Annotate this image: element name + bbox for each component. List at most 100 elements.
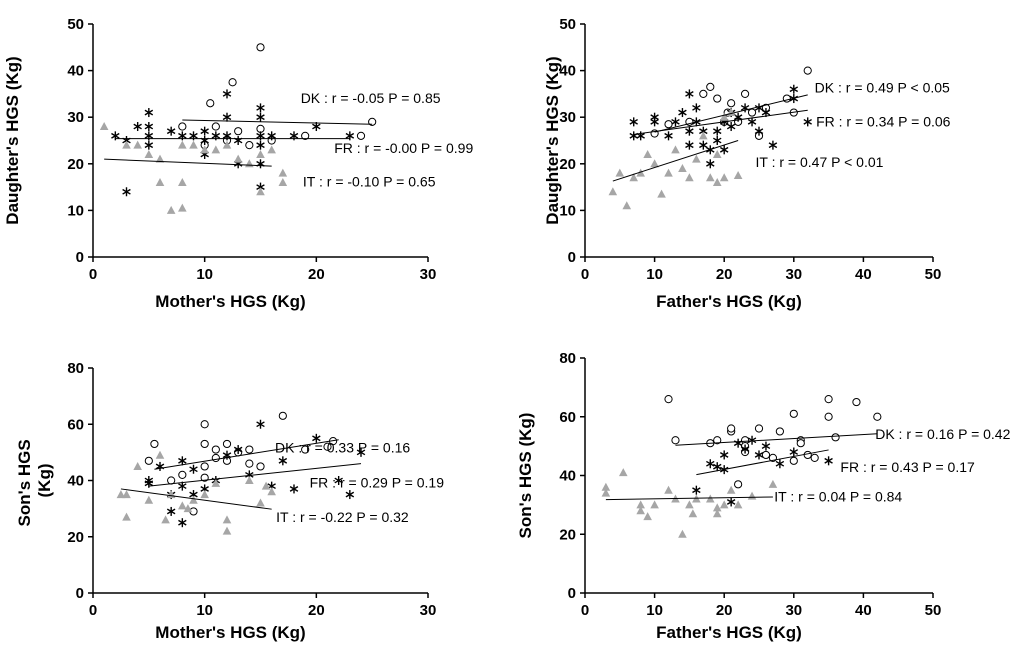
data-point-triangle — [116, 490, 126, 499]
fit-line-fr — [148, 463, 362, 487]
x-tick-label: 10 — [196, 266, 213, 283]
data-point-circle — [713, 436, 722, 445]
correlation-annotation: FR : r = 0.43 P = 0.17 — [840, 459, 975, 475]
data-point-asterisk — [719, 450, 729, 460]
data-point-triangle — [144, 149, 154, 158]
panel-daughter-vs-father: 0 10 20 30 40 50 0 10 20 30 40 50 Father's HGS (Kg) D… — [543, 16, 951, 311]
data-point-asterisk — [685, 140, 694, 150]
data-point-circle — [178, 122, 187, 131]
data-point-asterisk — [256, 419, 265, 429]
data-point-triangle — [267, 487, 276, 496]
data-point-triangle — [636, 506, 645, 515]
y-tick-label: 50 — [559, 16, 576, 33]
data-point-triangle — [155, 450, 165, 459]
data-point-asterisk — [144, 108, 154, 118]
data-point-triangle — [685, 173, 694, 182]
data-point-asterisk — [685, 126, 694, 136]
data-point-asterisk — [233, 136, 243, 145]
data-point-triangle — [747, 491, 757, 500]
data-point-triangle — [618, 468, 628, 477]
data-point-triangle — [178, 177, 187, 186]
data-point-triangle — [719, 112, 729, 121]
y-tick-label: 40 — [67, 473, 84, 490]
data-point-asterisk — [754, 126, 764, 136]
data-point-triangle — [622, 201, 632, 210]
data-point-circle — [831, 433, 840, 442]
y-tick-label: 10 — [559, 202, 576, 219]
data-point-circle — [824, 412, 833, 421]
data-point-asterisk — [789, 447, 799, 457]
data-point-triangle — [629, 173, 639, 182]
data-point-triangle — [278, 168, 288, 177]
series-fr — [111, 89, 355, 197]
data-point-asterisk — [133, 122, 142, 132]
data-point-circle — [323, 442, 332, 451]
data-point-triangle — [222, 526, 232, 535]
data-point-triangle — [733, 500, 743, 509]
data-point-asterisk — [824, 456, 833, 466]
y-tick-label: 10 — [67, 202, 84, 219]
data-point-circle — [803, 450, 812, 460]
data-point-circle — [150, 439, 159, 449]
data-point-triangle — [178, 203, 187, 212]
data-point-triangle — [712, 177, 722, 186]
data-point-asterisk — [256, 140, 265, 150]
data-point-asterisk — [803, 117, 812, 127]
data-point-asterisk — [629, 117, 638, 127]
data-point-circle — [727, 99, 736, 108]
data-point-circle — [734, 480, 743, 489]
data-point-circle — [178, 470, 187, 479]
y-tick-label: 0 — [568, 585, 576, 602]
x-tick-label: 20 — [308, 602, 325, 619]
data-point-asterisk — [692, 485, 701, 495]
data-point-triangle — [726, 485, 736, 494]
data-point-asterisk — [678, 108, 687, 118]
data-point-asterisk — [733, 438, 743, 448]
y-tick-label: 80 — [67, 360, 84, 377]
data-point-asterisk — [775, 459, 785, 469]
data-point-circle — [664, 395, 673, 404]
x-axis-label: Mother's HGS (Kg) — [155, 292, 305, 311]
data-point-asterisk — [233, 445, 243, 455]
x-axis-label: Father's HGS (Kg) — [656, 623, 802, 642]
data-point-triangle — [99, 122, 109, 131]
series-fr — [629, 84, 812, 169]
y-axis-label: Daughter's HGS (Kg) — [3, 56, 22, 224]
data-point-asterisk — [178, 481, 187, 491]
data-point-triangle — [650, 500, 659, 509]
fit-line-dk — [154, 439, 339, 470]
data-point-asterisk — [345, 490, 355, 500]
data-point-circle — [873, 412, 882, 421]
x-tick-label: 10 — [646, 602, 663, 619]
data-point-circle — [200, 473, 209, 482]
y-tick-label: 40 — [559, 63, 576, 80]
data-point-asterisk — [144, 122, 154, 132]
data-point-asterisk — [671, 117, 680, 127]
x-tick-label: 0 — [581, 602, 589, 619]
correlation-annotation: IT : r = -0.10 P = 0.65 — [303, 174, 436, 190]
data-point-asterisk — [629, 131, 638, 141]
data-point-triangle — [233, 154, 243, 163]
data-point-circle — [803, 66, 812, 75]
data-point-asterisk — [144, 478, 154, 488]
x-tick-label: 30 — [785, 602, 802, 619]
data-point-triangle — [650, 159, 659, 168]
x-tick-label: 0 — [581, 266, 589, 283]
data-point-circle — [796, 439, 805, 448]
panel-son-vs-father: 0 20 40 60 80 0 10 20 30 40 50 Father's HGS (Kg) Son… — [516, 350, 1011, 642]
data-point-triangle — [133, 461, 142, 470]
data-point-asterisk — [747, 435, 757, 445]
data-point-triangle — [692, 154, 701, 163]
data-point-triangle — [278, 177, 288, 186]
x-tick-label: 10 — [646, 266, 663, 283]
data-point-asterisk — [178, 456, 187, 466]
data-point-asterisk — [789, 84, 799, 94]
data-point-triangle — [183, 504, 193, 513]
data-point-triangle — [133, 140, 142, 149]
data-point-asterisk — [754, 450, 764, 460]
data-point-asterisk — [685, 89, 694, 99]
data-point-triangle — [657, 189, 666, 198]
correlation-annotation: DK : r = 0.33 P = 0.16 — [275, 439, 410, 455]
data-point-asterisk — [712, 136, 722, 145]
data-point-asterisk — [706, 159, 715, 169]
